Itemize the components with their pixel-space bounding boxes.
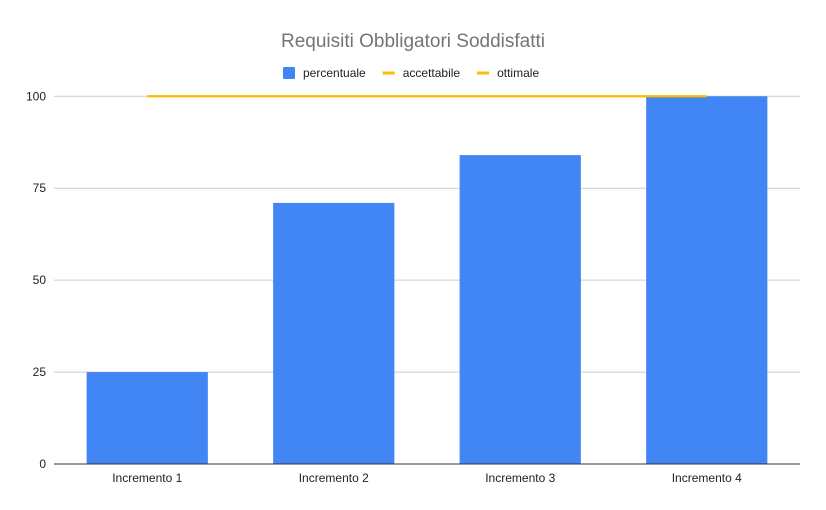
x-tick-label: Incremento 4 (672, 471, 742, 485)
legend-label: percentuale (303, 66, 366, 80)
legend: percentuale accettabile ottimale (283, 66, 539, 80)
bar (86, 372, 208, 464)
legend-swatch (283, 67, 295, 79)
y-tick-label: 25 (33, 365, 47, 379)
chart-title: Requisiti Obbligatori Soddisfatti (281, 31, 545, 52)
bar (273, 202, 395, 464)
y-tick-label: 75 (33, 181, 47, 195)
x-tick-label: Incremento 3 (485, 471, 555, 485)
legend-label: ottimale (497, 66, 539, 80)
legend-label: accettabile (403, 66, 461, 80)
x-axis-ticks: Incremento 1 Incremento 2 Incremento 3 Incr… (112, 471, 742, 485)
y-tick-label: 0 (39, 457, 46, 471)
y-tick-label: 50 (33, 273, 47, 287)
x-tick-label: Incremento 2 (299, 471, 369, 485)
bar (646, 96, 768, 464)
x-tick-label: Incremento 1 (112, 471, 182, 485)
y-axis-ticks: 0 25 50 75 100 (26, 89, 46, 471)
bar (459, 155, 581, 465)
y-tick-label: 100 (26, 89, 46, 103)
bars (86, 96, 768, 465)
